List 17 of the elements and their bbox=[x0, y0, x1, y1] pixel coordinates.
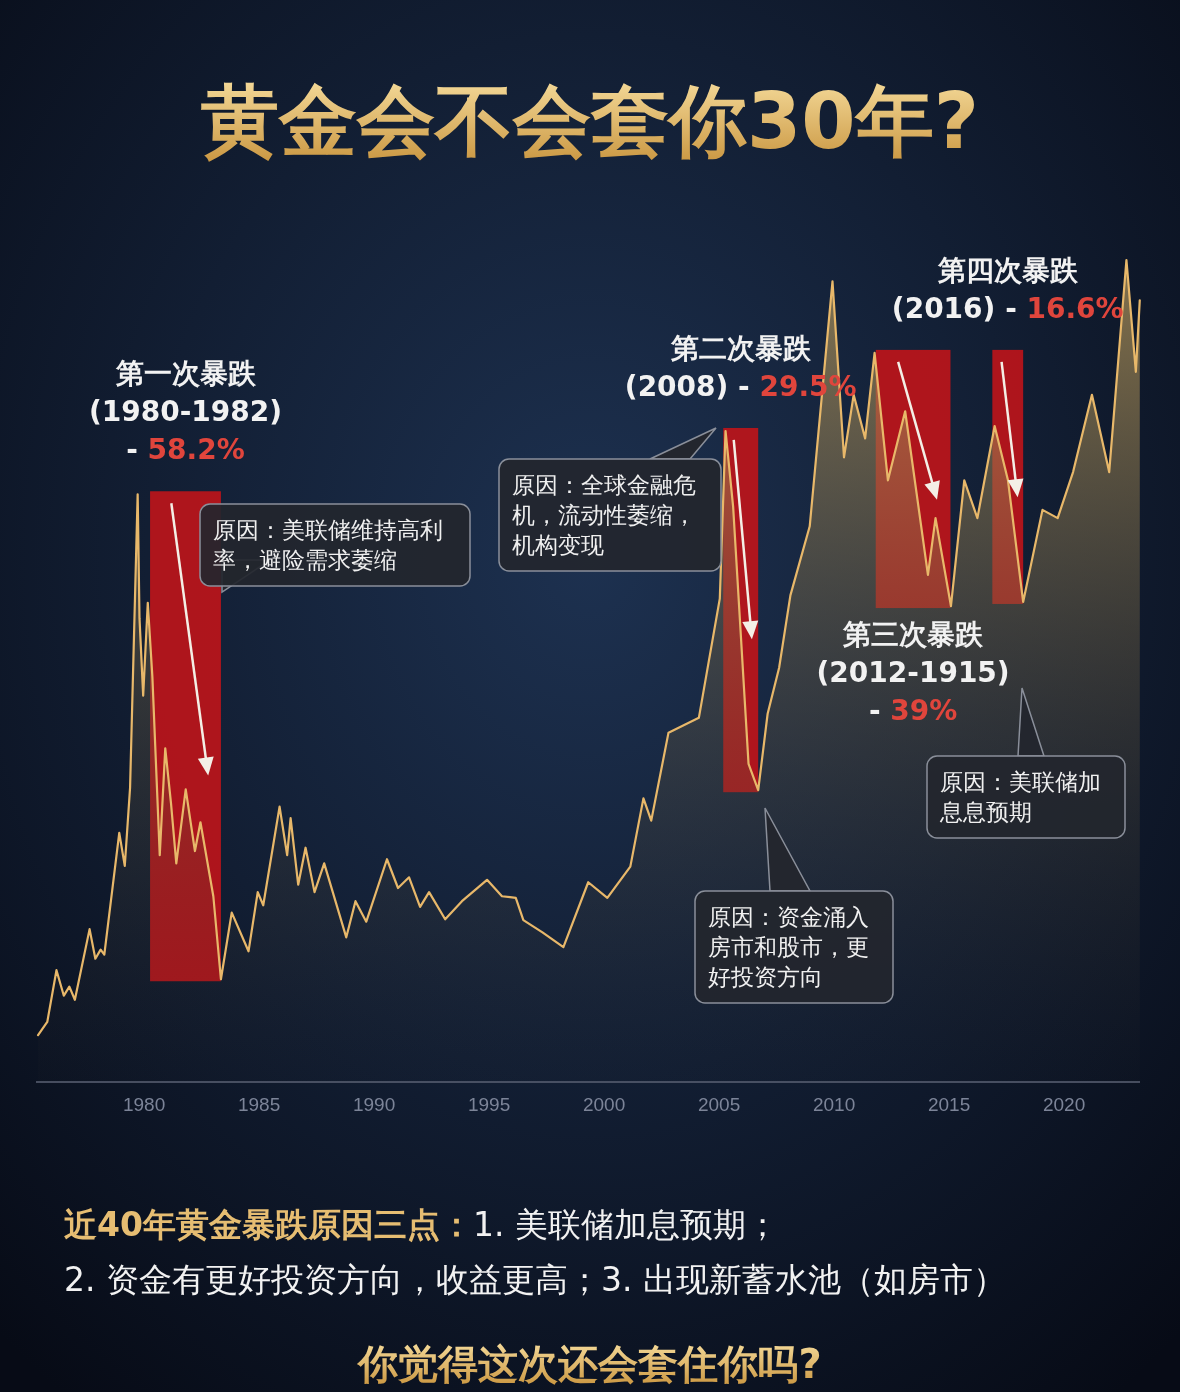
annotation: 原因：全球金融危机，流动性萎缩，机构变现 bbox=[512, 472, 696, 558]
x-tick-label: 1995 bbox=[467, 1094, 511, 1115]
x-tick-label: 1985 bbox=[237, 1094, 281, 1115]
annotation: 原因：美联储维持高利率，避险需求萎缩 bbox=[213, 517, 443, 573]
x-tick-label: 2000 bbox=[582, 1094, 626, 1115]
text: 2. 资金有更好投资方向，收益更高；3. 出现新蓄水池（如房市） bbox=[64, 1260, 1006, 1299]
x-tick-label: 1990 bbox=[352, 1094, 396, 1115]
x-tick-label: 2015 bbox=[927, 1094, 971, 1115]
text: 近40年黄金暴跌原因三点：1. 美联储加息预期； bbox=[64, 1205, 779, 1244]
text: 你觉得这次还会套住你吗? bbox=[356, 1341, 822, 1387]
x-tick-label: 2005 bbox=[697, 1094, 741, 1115]
x-tick-label: 2020 bbox=[1042, 1094, 1086, 1115]
chart-title: 黄金会不会套你30年? bbox=[201, 76, 979, 166]
x-tick-label: 2010 bbox=[812, 1094, 856, 1115]
annotation: 原因：资金涌入房市和股市，更好投资方向 bbox=[708, 904, 869, 990]
x-tick-label: 1980 bbox=[122, 1094, 166, 1115]
annotation: 原因：美联储加息息预期 bbox=[939, 769, 1101, 825]
